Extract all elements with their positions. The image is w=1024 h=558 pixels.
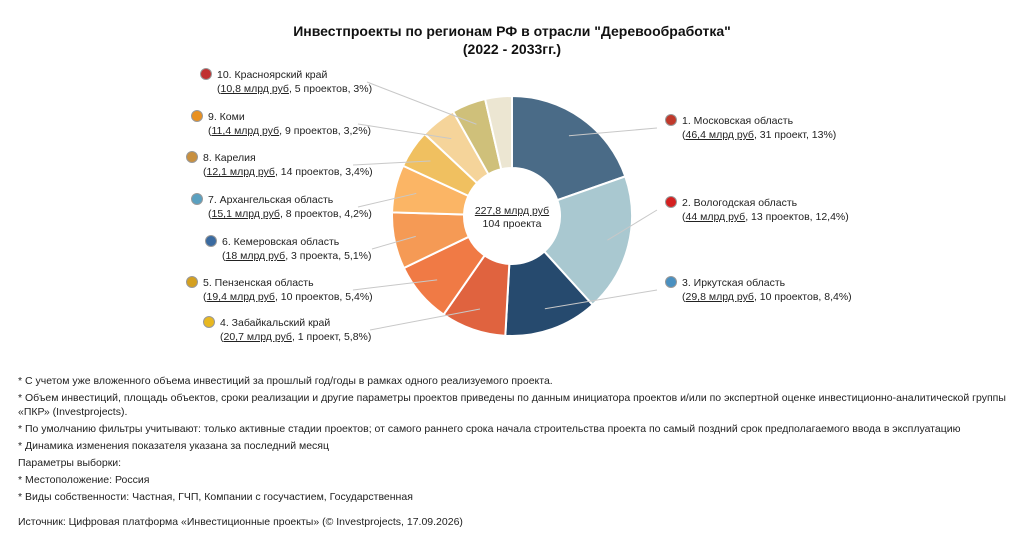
slice-label-details: (18 млрд руб, 3 проекта, 5,1%) [222,250,372,262]
footnote-line: * Объем инвестиций, площадь объектов, ср… [18,392,1006,418]
slice-label-rest: , 3 проекта, 5,1%) [285,250,372,262]
slice-label-rest: , 1 проект, 5,8%) [291,331,372,343]
footnote-line: * По умолчанию фильтры учитывают: только… [18,423,961,435]
slice-label-value[interactable]: 44 млрд руб [685,211,746,223]
leader-line [369,308,481,331]
footnote-line: * Местоположение: Россия [18,474,150,486]
slice-label-details: (15,1 млрд руб, 8 проектов, 4,2%) [208,208,372,220]
slice-label: 2. Вологодская область (44 млрд руб, 13 п… [665,196,849,224]
slice-label-rest: , 13 проектов, 12,4%) [745,211,849,223]
slice-label: 1. Московская область (46,4 млрд руб, 31 … [665,114,837,142]
slice-label-rest: , 5 проектов, 3%) [288,83,373,95]
slice-label-name: 1. Московская область [682,115,794,127]
region-emblem-icon [186,151,198,163]
region-emblem-icon [203,316,215,328]
slice-label-value[interactable]: 11,4 млрд руб [211,125,280,137]
slice-label: 5. Пензенская область (19,4 млрд руб, 10 … [186,276,373,304]
slice-label: 7. Архангельская область (15,1 млрд руб, … [191,193,372,221]
region-emblem-icon [186,276,198,288]
slice-label-details: (10,8 млрд руб, 5 проектов, 3%) [217,83,373,95]
slice-label-details: (19,4 млрд руб, 10 проектов, 5,4%) [203,291,373,303]
region-emblem-icon [665,276,677,288]
slice-label-name: 9. Коми [208,111,245,123]
slice-label-details: (29,8 млрд руб, 10 проектов, 8,4%) [682,291,852,303]
leader-line [568,127,658,137]
slice-label-rest: , 10 проектов, 8,4%) [753,291,852,303]
slice-label-details: (46,4 млрд руб, 31 проект, 13%) [682,129,837,141]
slice-label-details: (12,1 млрд руб, 14 проектов, 3,4%) [203,166,373,178]
leader-line [357,123,452,140]
region-emblem-icon [665,114,677,126]
footnote-line: * Виды собственности: Частная, ГЧП, Комп… [18,491,413,503]
leader-line [366,81,477,125]
footnote-line: * С учетом уже вложенного объема инвести… [18,375,553,387]
slice-label-name: 8. Карелия [203,152,256,164]
slice-label-value[interactable]: 12,1 млрд руб [206,166,275,178]
footnotes: * С учетом уже вложенного объема инвести… [18,374,1008,507]
slice-label-details: (20,7 млрд руб, 1 проект, 5,8%) [220,331,372,343]
slice-label-name: 5. Пензенская область [203,277,314,289]
donut-slice [542,175,633,307]
leader-line [352,279,438,291]
region-emblem-icon [200,68,212,80]
source-note: Источник: Цифровая платформа «Инвестицио… [18,516,463,528]
slice-label-rest: , 9 проектов, 3,2%) [279,125,372,137]
slice-label: 4. Забайкальский край (20,7 млрд руб, 1 п… [203,316,372,344]
slice-label-details: (44 млрд руб, 13 проектов, 12,4%) [682,211,849,223]
region-emblem-icon [665,196,677,208]
slice-label-rest: , 31 проект, 13%) [753,129,837,141]
slice-label-value[interactable]: 15,1 млрд руб [211,208,280,220]
chart-title-line2: (2022 - 2033гг.) [462,41,562,57]
slice-label: 10. Красноярский край (10,8 млрд руб, 5 п… [200,68,373,96]
leader-line [607,209,658,241]
region-emblem-icon [191,110,203,122]
slice-label-details: (11,4 млрд руб, 9 проектов, 3,2%) [208,125,372,137]
leader-line [357,192,417,208]
slice-label-value[interactable]: 18 млрд руб [225,250,286,262]
footnote-line: * Динамика изменения показателя указана … [18,440,330,452]
donut-slice [511,94,627,202]
slice-label-rest: , 14 проектов, 3,4%) [274,166,373,178]
region-emblem-icon [205,235,217,247]
center-project-count: 104 проекта [482,218,542,230]
slice-label: 6. Кемеровская область (18 млрд руб, 3 пр… [205,235,372,263]
leader-line [352,160,431,166]
slice-label: 9. Коми (11,4 млрд руб, 9 проектов, 3,2%) [191,110,372,138]
slice-label-value[interactable]: 46,4 млрд руб [685,129,754,141]
slice-label-rest: , 8 проектов, 4,2%) [279,208,372,220]
slice-label-name: 6. Кемеровская область [222,236,340,248]
slice-label-value[interactable]: 19,4 млрд руб [206,291,275,303]
slice-label: 8. Карелия (12,1 млрд руб, 14 проектов, 3… [186,151,373,179]
slice-label-rest: , 10 проектов, 5,4%) [274,291,373,303]
slice-label-name: 3. Иркутская область [682,277,786,289]
slice-label-name: 10. Красноярский край [217,69,328,81]
leader-line [371,235,416,250]
footnote-line: Параметры выборки: [18,457,122,469]
slice-label-name: 2. Вологодская область [682,197,798,209]
slice-label-name: 7. Архангельская область [208,194,334,206]
slice-label-value[interactable]: 10,8 млрд руб [220,83,289,95]
region-emblem-icon [191,193,203,205]
slice-label-name: 4. Забайкальский край [220,317,331,329]
slice-label-value[interactable]: 29,8 млрд руб [685,291,754,303]
slice-label-value[interactable]: 20,7 млрд руб [223,331,292,343]
donut-slice [483,94,513,171]
chart-title: Инвестпроекты по регионам РФ в отрасли "… [0,22,1024,58]
leader-line [544,289,658,310]
chart-title-line1: Инвестпроекты по регионам РФ в отрасли "… [293,23,731,39]
slice-label: 3. Иркутская область (29,8 млрд руб, 10 п… [665,276,852,304]
center-total-value: 227,8 млрд руб [474,205,550,217]
